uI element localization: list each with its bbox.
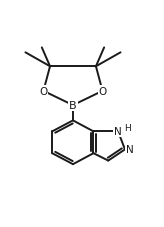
Text: N: N <box>126 145 134 155</box>
Text: O: O <box>39 86 48 96</box>
Text: H: H <box>124 123 131 132</box>
Text: O: O <box>98 86 107 96</box>
Text: N: N <box>114 127 122 137</box>
Text: B: B <box>69 101 77 111</box>
